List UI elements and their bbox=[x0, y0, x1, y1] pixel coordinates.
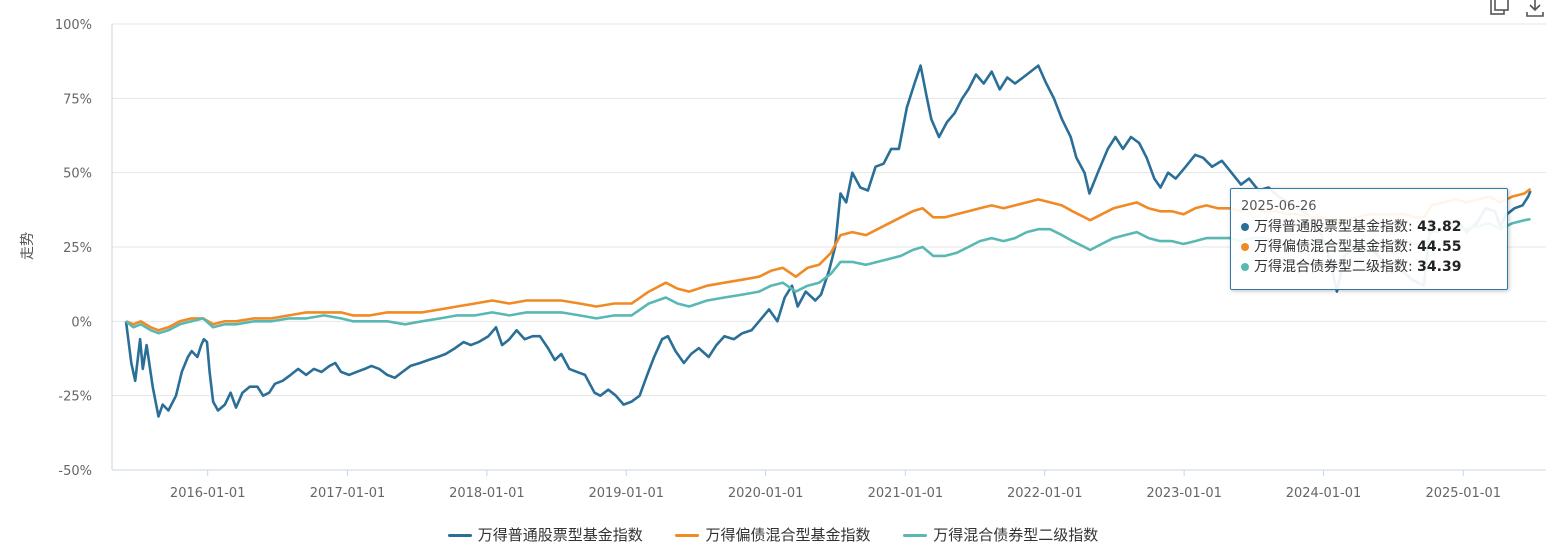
download-icon[interactable] bbox=[1526, 0, 1544, 17]
x-tick-label: 2020-01-01 bbox=[728, 486, 804, 501]
y-tick-label: -25% bbox=[58, 390, 92, 405]
axes bbox=[111, 24, 1546, 471]
y-tick-label: 75% bbox=[63, 92, 92, 107]
series-dot-icon bbox=[1241, 243, 1249, 251]
x-tick-label: 2024-01-01 bbox=[1286, 486, 1362, 501]
x-tick-label: 2019-01-01 bbox=[588, 486, 664, 501]
tooltip-date: 2025-06-26 bbox=[1241, 199, 1317, 214]
legend-item-hybrid-bond[interactable]: 万得偏债混合型基金指数 bbox=[675, 524, 871, 545]
y-tick-label: 50% bbox=[63, 167, 92, 182]
tooltip-label: 万得普通股票型基金指数: bbox=[1254, 219, 1413, 235]
y-tick-label: 25% bbox=[63, 241, 92, 256]
copy-icon[interactable] bbox=[1490, 0, 1509, 15]
tooltip-row: 万得普通股票型基金指数: 43.82 bbox=[1241, 217, 1497, 237]
legend-line-icon bbox=[903, 534, 928, 537]
series-dot-icon bbox=[1241, 263, 1249, 271]
legend-item-stock[interactable]: 万得普通股票型基金指数 bbox=[447, 524, 643, 545]
x-tick-label: 2022-01-01 bbox=[1007, 486, 1083, 501]
legend-label: 万得混合债券型二级指数 bbox=[933, 526, 1099, 544]
tooltip: 2025-06-26 万得普通股票型基金指数: 43.82 万得偏债混合型基金指… bbox=[1230, 188, 1508, 290]
tooltip-row: 万得偏债混合型基金指数: 44.55 bbox=[1241, 237, 1497, 257]
tooltip-value: 44.55 bbox=[1417, 239, 1462, 255]
legend-line-icon bbox=[675, 534, 700, 537]
x-tick-label: 2023-01-01 bbox=[1146, 486, 1222, 501]
tooltip-label: 万得混合债券型二级指数: bbox=[1254, 259, 1413, 275]
legend-item-secondary-bond[interactable]: 万得混合债券型二级指数 bbox=[903, 524, 1098, 545]
tooltip-row: 万得混合债券型二级指数: 34.39 bbox=[1241, 257, 1497, 277]
x-tick-label: 2016-01-01 bbox=[170, 486, 246, 501]
x-tick-labels: 2016-01-01 2017-01-01 2018-01-01 2019-01-01… bbox=[170, 470, 1501, 501]
legend-label: 万得偏债混合型基金指数 bbox=[705, 526, 871, 544]
y-tick-labels: 100% 75% 50% 25% 0% -25% -50% bbox=[55, 18, 92, 479]
y-tick-label: 0% bbox=[71, 315, 92, 330]
x-tick-label: 2025-01-01 bbox=[1425, 486, 1501, 501]
legend-label: 万得普通股票型基金指数 bbox=[477, 526, 643, 544]
x-tick-label: 2021-01-01 bbox=[868, 486, 944, 501]
y-tick-label: -50% bbox=[58, 464, 92, 479]
tooltip-value: 34.39 bbox=[1417, 259, 1462, 275]
series-dot-icon bbox=[1241, 223, 1249, 231]
tooltip-label: 万得偏债混合型基金指数: bbox=[1254, 239, 1413, 255]
y-axis-label: 走势 bbox=[20, 232, 36, 260]
x-tick-label: 2017-01-01 bbox=[310, 486, 386, 501]
y-tick-label: 100% bbox=[55, 18, 92, 33]
tooltip-value: 43.82 bbox=[1417, 219, 1462, 235]
legend-line-icon bbox=[447, 534, 472, 537]
legend: 万得普通股票型基金指数 万得偏债混合型基金指数 万得混合债券型二级指数 bbox=[0, 524, 1546, 545]
x-tick-label: 2018-01-01 bbox=[449, 486, 525, 501]
